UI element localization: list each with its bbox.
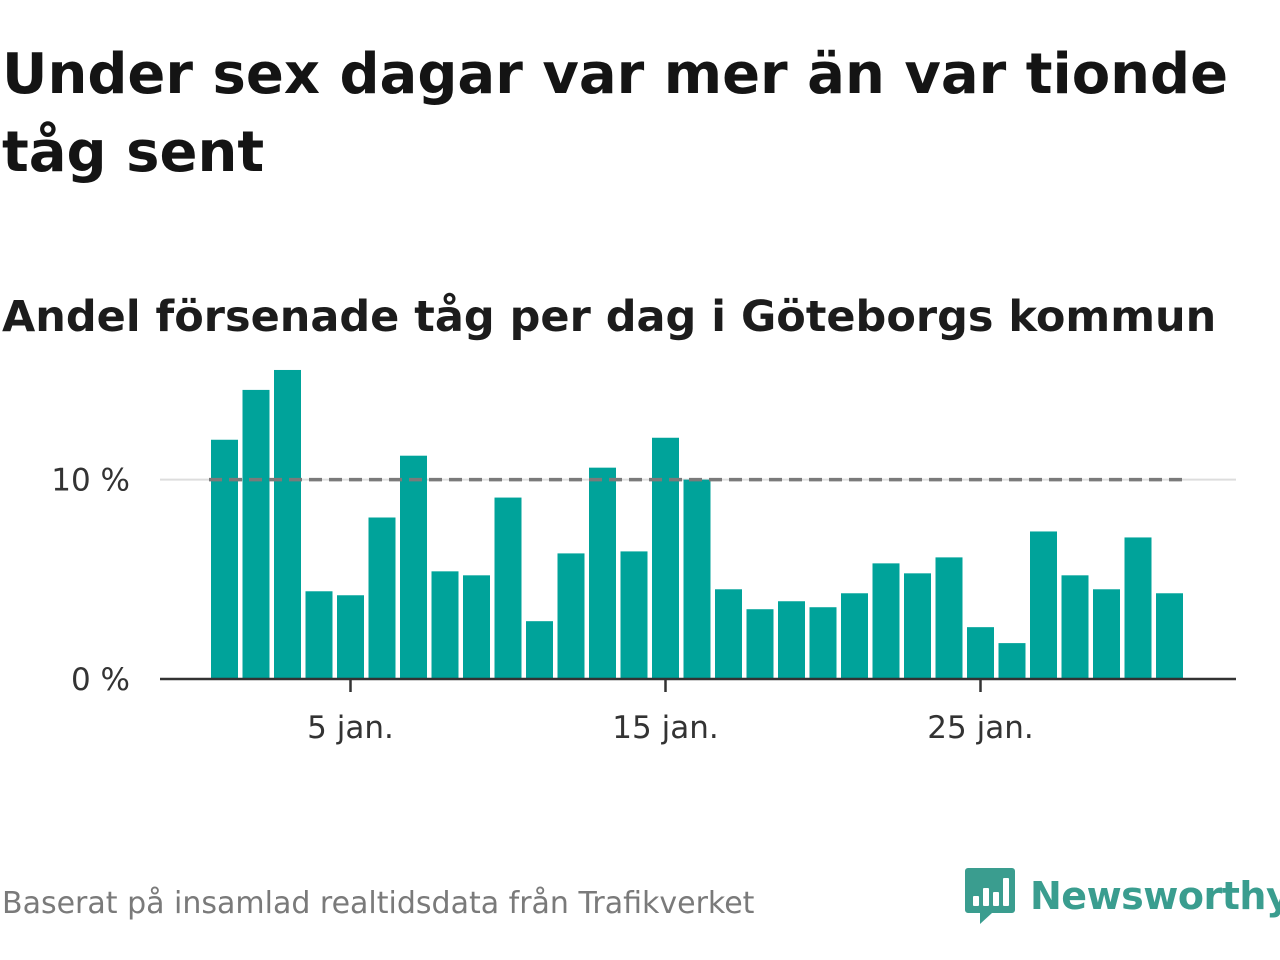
bars [211, 369, 1183, 679]
bar [1030, 531, 1057, 679]
x-tick-label: 5 jan. [307, 710, 394, 746]
bar [652, 437, 679, 679]
bar [274, 369, 301, 679]
chart-subtitle: Andel försenade tåg per dag i Göteborgs … [2, 292, 1217, 342]
bar [1156, 593, 1183, 679]
bar [998, 643, 1026, 679]
bar [809, 607, 837, 679]
bar [935, 557, 963, 679]
bar [620, 551, 648, 679]
bar [1093, 589, 1120, 679]
bar [211, 439, 238, 679]
bar [683, 479, 711, 679]
bar [494, 497, 522, 679]
x-tick-label: 15 jan. [612, 710, 718, 746]
y-tick-label: 10 % [51, 463, 130, 499]
bar [526, 621, 553, 679]
bar [778, 601, 805, 679]
bar [463, 575, 490, 679]
x-axis [160, 677, 1236, 692]
bar [589, 467, 616, 679]
x-tick-labels: 5 jan. 15 jan. 25 jan. [307, 710, 1034, 746]
bar [904, 573, 931, 679]
brand-name: Newsworthy [1030, 874, 1280, 918]
y-tick-labels: 0 % 10 % [51, 463, 130, 698]
bar [337, 595, 364, 679]
bar [368, 517, 396, 679]
bar [1061, 575, 1089, 679]
bar [746, 609, 774, 679]
bar [715, 589, 742, 679]
bar [967, 627, 994, 679]
newsworthy-logo-icon [965, 868, 1015, 924]
chart-title: Under sex dagar var mer än var tionde tå… [2, 42, 1229, 185]
bar [841, 593, 868, 679]
bar [305, 591, 333, 679]
x-tick-label: 25 jan. [927, 710, 1033, 746]
brand-logo: Newsworthy [964, 864, 1280, 928]
bar [1124, 537, 1152, 679]
source-note: Baserat på insamlad realtidsdata från Tr… [2, 886, 755, 921]
bar [431, 571, 459, 679]
y-tick-label: 0 % [71, 662, 130, 698]
bar [242, 389, 270, 679]
bar [872, 563, 900, 679]
bar [400, 455, 427, 679]
bar [557, 553, 585, 679]
